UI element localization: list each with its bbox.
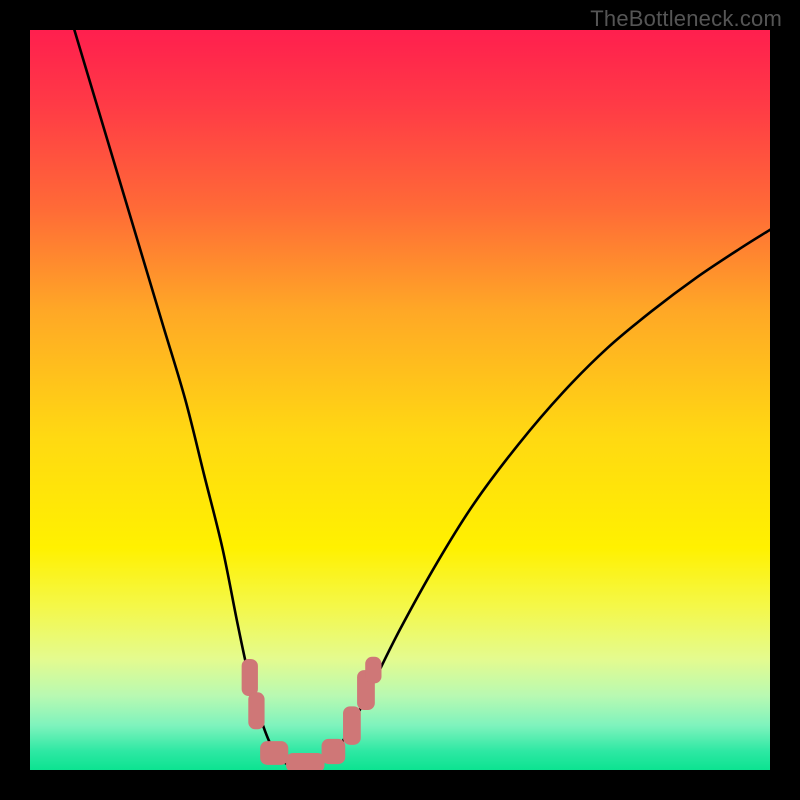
- marker-segment: [242, 659, 258, 696]
- chart-svg: [30, 30, 770, 770]
- marker-segment: [322, 739, 346, 764]
- marker-segment: [365, 657, 381, 684]
- watermark-label: TheBottleneck.com: [590, 6, 782, 32]
- plot-area: [30, 30, 770, 770]
- marker-segment: [248, 692, 264, 729]
- marker-segment: [260, 741, 288, 765]
- marker-segment: [343, 706, 361, 744]
- chart-root: TheBottleneck.com: [0, 0, 800, 800]
- gradient-background: [30, 30, 770, 770]
- marker-segment: [286, 753, 324, 770]
